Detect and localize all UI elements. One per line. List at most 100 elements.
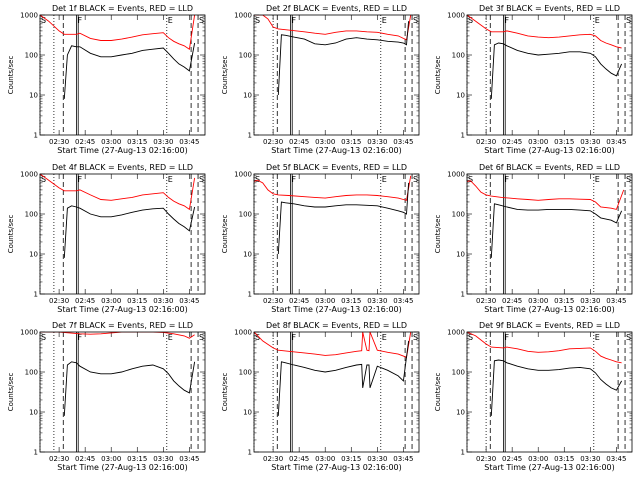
y-tick-label: 1000 [447,329,465,337]
y-tick-label: 10 [456,92,465,100]
marker-label: S [626,175,631,184]
marker-label: F [504,333,509,342]
x-tick-label: 02:45 [75,455,95,463]
plot-frame [253,14,420,136]
marker-label: E [168,16,173,25]
x-tick-label: 03:45 [393,297,413,305]
chart-panel: Det 1f BLACK = Events, RED = LLD Counts/s… [7,4,206,155]
x-tick-label: 02:30 [476,455,496,463]
x-tick-label: 03:15 [127,455,147,463]
marker-label: E [382,16,387,25]
x-tick-label: 03:00 [315,297,335,305]
marker-label: F [504,175,509,184]
marker-label: S [413,16,418,25]
chart-title: Det 6f BLACK = Events, RED = LLD [479,163,620,172]
y-tick-label: 1 [248,291,252,299]
y-tick-label: 1 [248,132,252,140]
marker-label: F [504,16,509,25]
events-series-line [277,340,410,416]
x-axis-label: Start Time (27-Aug-13 02:16:00) [271,305,402,314]
x-tick-label: 02:30 [49,297,69,305]
y-axis-label: Counts/sec [221,215,229,254]
lld-series-line [467,332,622,364]
y-tick-label: 1 [248,449,252,457]
chart-title: Det 8f BLACK = Events, RED = LLD [266,321,407,330]
lld-series-line [40,332,195,339]
y-axis-label: Counts/sec [7,56,15,95]
y-axis-label: Counts/sec [221,373,229,412]
x-tick-label: 02:30 [49,455,69,463]
marker-label: S [626,333,631,342]
x-tick-label: 03:45 [179,138,199,146]
lld-series-line [40,15,196,50]
x-axis-label: Start Time (27-Aug-13 02:16:00) [271,463,402,472]
y-tick-label: 1 [461,291,465,299]
x-tick-label: 02:30 [263,455,283,463]
x-tick-label: 03:45 [179,455,199,463]
marker-label: E [382,175,387,184]
y-tick-label: 1 [34,291,38,299]
marker-label: E [168,175,173,184]
plot-frame [253,331,420,453]
x-tick-label: 03:00 [101,455,121,463]
plot-frame [39,14,206,136]
y-axis-label: Counts/sec [7,215,15,254]
marker-label: E [168,333,173,342]
y-tick-label: 100 [25,211,38,219]
y-tick-label: 10 [29,409,38,417]
marker-label: S [255,16,260,25]
x-tick-label: 03:30 [580,455,600,463]
x-tick-label: 03:45 [606,455,626,463]
x-tick-label: 02:45 [75,297,95,305]
x-axis-label: Start Time (27-Aug-13 02:16:00) [484,463,615,472]
y-axis-label: Counts/sec [434,215,442,254]
x-tick-label: 02:30 [263,297,283,305]
x-tick-label: 03:00 [528,455,548,463]
y-axis-label: Counts/sec [434,56,442,95]
marker-label: F [291,175,296,184]
chart-title: Det 4f BLACK = Events, RED = LLD [52,163,193,172]
plot-frame [253,173,420,295]
y-tick-label: 100 [452,369,465,377]
events-series-line [490,359,622,416]
x-tick-label: 03:15 [341,297,361,305]
y-tick-label: 1000 [20,12,38,20]
x-axis-label: Start Time (27-Aug-13 02:16:00) [57,305,188,314]
x-tick-label: 02:45 [502,297,522,305]
marker-label: S [41,175,46,184]
lld-series-line [40,174,196,211]
marker-label: S [468,175,473,184]
marker-label: S [41,16,46,25]
x-tick-label: 03:15 [554,297,574,305]
lld-series-line [467,15,622,49]
events-series-line [63,205,196,258]
x-tick-label: 03:45 [393,138,413,146]
y-tick-label: 10 [29,251,38,259]
chart-panel: Det 7f BLACK = Events, RED = LLD Counts/s… [7,321,206,472]
x-tick-label: 03:45 [606,297,626,305]
events-series-line [490,203,623,258]
marker-label: F [77,175,82,184]
marker-label: F [77,16,82,25]
marker-label: F [291,16,296,25]
marker-label: E [382,333,387,342]
x-tick-label: 02:45 [502,138,522,146]
x-tick-label: 03:15 [341,455,361,463]
x-tick-label: 02:45 [289,138,309,146]
y-tick-label: 1 [461,132,465,140]
marker-label: E [595,16,600,25]
y-tick-label: 10 [243,409,252,417]
y-tick-label: 1 [461,449,465,457]
x-axis-label: Start Time (27-Aug-13 02:16:00) [271,146,402,155]
y-tick-label: 1000 [20,171,38,179]
chart-title: Det 5f BLACK = Events, RED = LLD [266,163,407,172]
x-tick-label: 03:45 [606,138,626,146]
y-tick-label: 1000 [234,171,252,179]
chart-panel: Det 2f BLACK = Events, RED = LLD Counts/s… [221,4,420,155]
x-axis-label: Start Time (27-Aug-13 02:16:00) [57,463,188,472]
chart-panel: Det 8f BLACK = Events, RED = LLD Counts/s… [221,321,420,472]
x-tick-label: 03:30 [153,297,173,305]
chart-title: Det 3f BLACK = Events, RED = LLD [479,4,620,13]
y-tick-label: 10 [243,92,252,100]
